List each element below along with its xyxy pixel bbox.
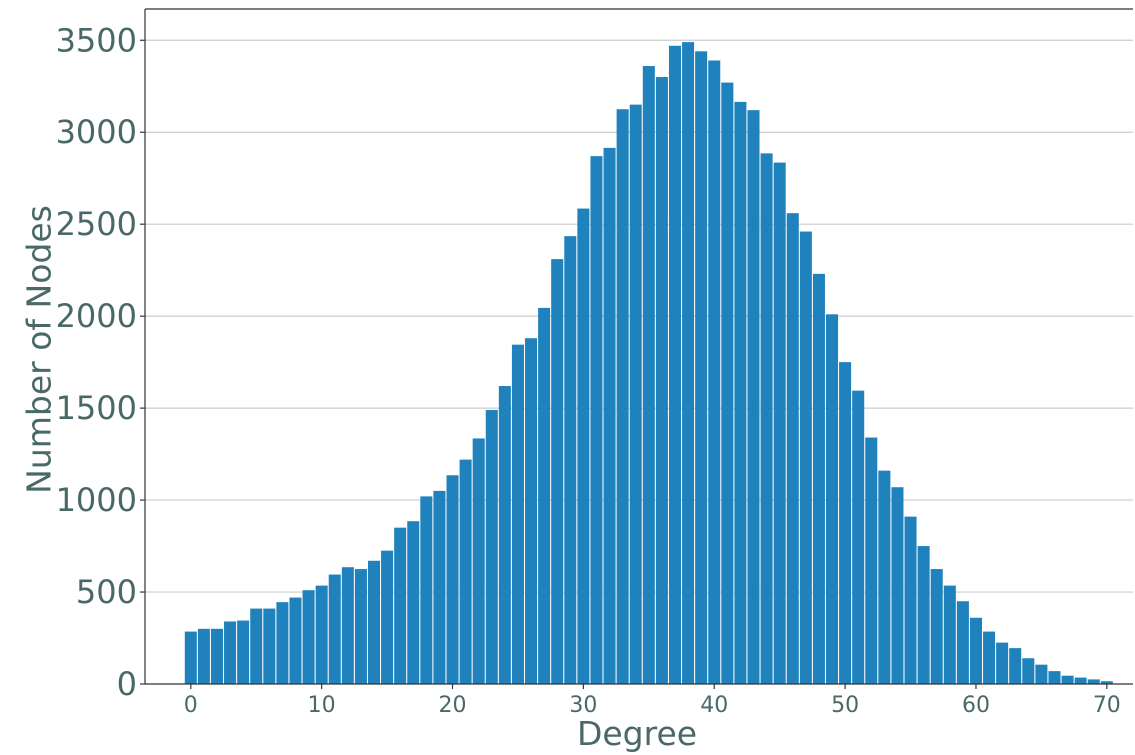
- histogram-bars: [184, 42, 1113, 685]
- histogram-bar: [1009, 648, 1022, 684]
- histogram-bar: [538, 307, 551, 684]
- histogram-bar: [956, 601, 969, 684]
- histogram-bar: [276, 602, 289, 684]
- x-tick-label: 60: [962, 693, 990, 718]
- axes: [144, 8, 1133, 685]
- histogram-bar: [917, 546, 930, 684]
- histogram-bar: [682, 42, 695, 685]
- histogram-bar: [394, 527, 407, 684]
- histogram-bar: [996, 642, 1009, 684]
- histogram-bar: [629, 104, 642, 685]
- x-tick-label: 40: [700, 693, 728, 718]
- histogram-bar: [525, 338, 538, 684]
- histogram-bar: [1022, 658, 1035, 684]
- y-tick-label: 3500: [56, 21, 137, 59]
- histogram-bar: [695, 51, 708, 685]
- histogram-bar: [734, 101, 747, 684]
- histogram-bar: [708, 60, 721, 684]
- histogram-bar: [459, 459, 472, 684]
- histogram-bar: [577, 208, 590, 684]
- histogram-bar: [799, 231, 812, 685]
- histogram-bar: [354, 569, 367, 684]
- histogram-bar: [511, 344, 524, 684]
- histogram-bar: [1061, 675, 1074, 684]
- histogram-bar: [446, 475, 459, 684]
- histogram-bar: [786, 213, 799, 684]
- histogram-bar: [184, 631, 197, 684]
- histogram-bar: [210, 628, 223, 684]
- x-tick-labels: 0 10 20 30 40 50 60 70: [184, 684, 1121, 718]
- histogram-bar: [943, 585, 956, 684]
- x-tick-label: 30: [569, 693, 597, 718]
- y-tick-label: 1500: [56, 389, 137, 427]
- x-tick-label: 50: [831, 693, 859, 718]
- histogram-bar: [969, 617, 982, 684]
- histogram-bar: [224, 621, 237, 684]
- histogram-bar: [721, 82, 734, 685]
- histogram-bar: [839, 362, 852, 684]
- x-tick-label: 20: [439, 693, 467, 718]
- y-tick-label: 1000: [56, 481, 137, 519]
- histogram-bar: [891, 487, 904, 684]
- histogram-bar: [642, 66, 655, 684]
- y-axis-title: Number of Nodes: [20, 205, 59, 494]
- histogram-bar: [433, 490, 446, 684]
- histogram-bar: [328, 574, 341, 684]
- y-tick-labels: 0 500 1000 1500 2000 2500 3000 3500: [56, 21, 145, 703]
- histogram-bar: [367, 560, 381, 684]
- histogram-bar: [498, 386, 511, 684]
- histogram-bar: [747, 110, 760, 685]
- histogram-bar: [1087, 679, 1100, 684]
- histogram-bar: [773, 162, 786, 684]
- histogram-bar: [315, 585, 328, 684]
- histogram-bar: [289, 597, 302, 684]
- histogram-bar: [263, 608, 276, 684]
- histogram-bar: [904, 516, 917, 684]
- y-tick-label: 3000: [56, 113, 137, 151]
- histogram-bar: [1048, 671, 1061, 684]
- x-axis-title: Degree: [577, 714, 697, 753]
- histogram-bar: [407, 521, 420, 684]
- histogram-bar: [302, 590, 315, 684]
- histogram-bar: [930, 569, 943, 684]
- histogram-bar: [603, 147, 616, 684]
- histogram-bar: [1035, 664, 1048, 684]
- histogram-bar: [564, 236, 577, 684]
- histogram-bar: [878, 470, 891, 684]
- y-tick-label: 2000: [56, 297, 137, 335]
- histogram-bar: [381, 550, 394, 684]
- histogram-bar: [655, 77, 668, 685]
- x-tick-label: 10: [308, 693, 336, 718]
- histogram-bar: [472, 438, 485, 684]
- histogram-bar: [668, 45, 682, 685]
- y-tick-label: 0: [117, 665, 137, 703]
- histogram-bar: [760, 153, 773, 684]
- y-tick-label: 500: [76, 573, 137, 611]
- histogram-bar: [983, 631, 996, 684]
- histogram-bar: [341, 567, 354, 684]
- histogram-bar: [551, 259, 564, 684]
- histogram-bar: [865, 437, 878, 684]
- histogram-bar: [590, 156, 603, 684]
- histogram-bar: [1074, 677, 1087, 684]
- histogram-bar: [420, 496, 433, 684]
- x-tick-label: 70: [1093, 693, 1121, 718]
- y-tick-label: 2500: [56, 205, 137, 243]
- histogram-bar: [1100, 681, 1113, 684]
- histogram-bar: [250, 608, 263, 684]
- x-tick-label: 0: [184, 693, 198, 718]
- histogram-bar: [616, 109, 629, 685]
- histogram-bar: [237, 620, 250, 684]
- histogram-bar: [812, 273, 825, 684]
- histogram-bar: [485, 409, 498, 684]
- histogram-bar: [852, 390, 865, 684]
- histogram-bar: [826, 314, 839, 684]
- histogram-bar: [197, 628, 210, 684]
